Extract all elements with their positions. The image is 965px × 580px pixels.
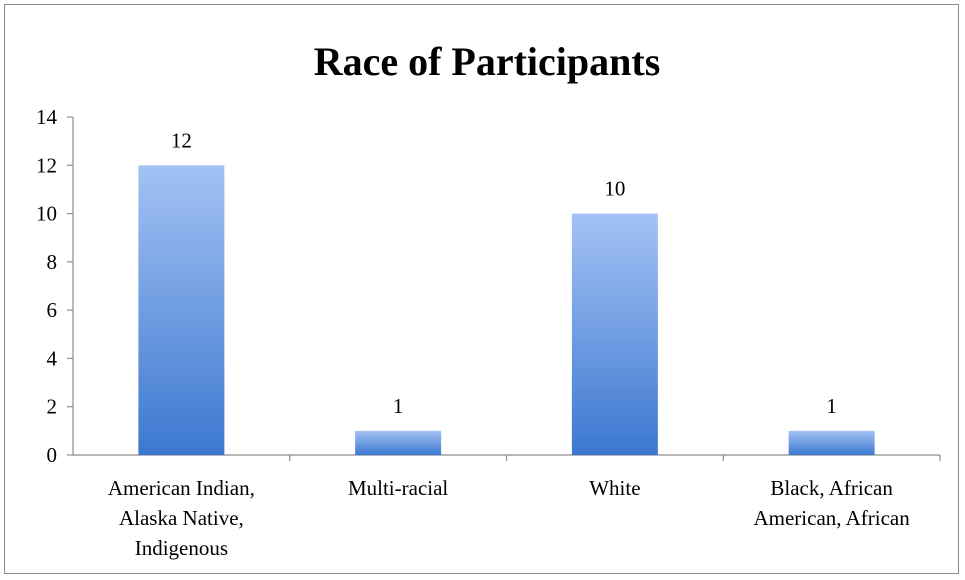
y-tick-label: 8: [47, 250, 58, 274]
bars: [138, 165, 875, 456]
y-tick-label: 12: [36, 153, 57, 177]
category-label: Black, African American, African: [753, 476, 910, 530]
y-tick-label: 0: [47, 443, 58, 467]
data-label: 10: [604, 177, 625, 201]
y-tick-label: 14: [36, 105, 58, 129]
category-label-line: American Indian,: [108, 476, 255, 500]
category-label-line: Multi-racial: [348, 476, 448, 500]
category-label-line: Alaska Native,: [119, 506, 244, 530]
category-label: White: [589, 476, 640, 500]
category-label-line: Black, African: [770, 476, 893, 500]
category-label-line: White: [589, 476, 640, 500]
category-label: American Indian, Alaska Native, Indigenous: [108, 476, 255, 560]
bar: [355, 430, 442, 455]
chart-title: Race of Participants: [314, 39, 661, 84]
y-tick-label: 4: [47, 346, 58, 370]
bar-chart: Race of Participants 0 2 4 6 8 10 12 14 12 Ameri…: [36, 39, 941, 560]
y-tick-label: 2: [47, 395, 58, 419]
category-label-line: American, African: [753, 506, 910, 530]
bar: [788, 430, 875, 455]
bar: [571, 213, 658, 455]
data-label: 12: [171, 128, 192, 152]
y-tick-label: 6: [47, 298, 58, 322]
chart-frame: Race of Participants 0 2 4 6 8 10 12 14 12 Ameri…: [4, 4, 959, 574]
data-label: 1: [393, 394, 404, 418]
y-tick-label: 10: [36, 202, 57, 226]
category-label: Multi-racial: [348, 476, 448, 500]
bar: [138, 165, 225, 456]
category-label-line: Indigenous: [135, 536, 228, 560]
data-label: 1: [826, 394, 837, 418]
labels: 12 American Indian, Alaska Native, Indigeno…: [108, 128, 910, 560]
